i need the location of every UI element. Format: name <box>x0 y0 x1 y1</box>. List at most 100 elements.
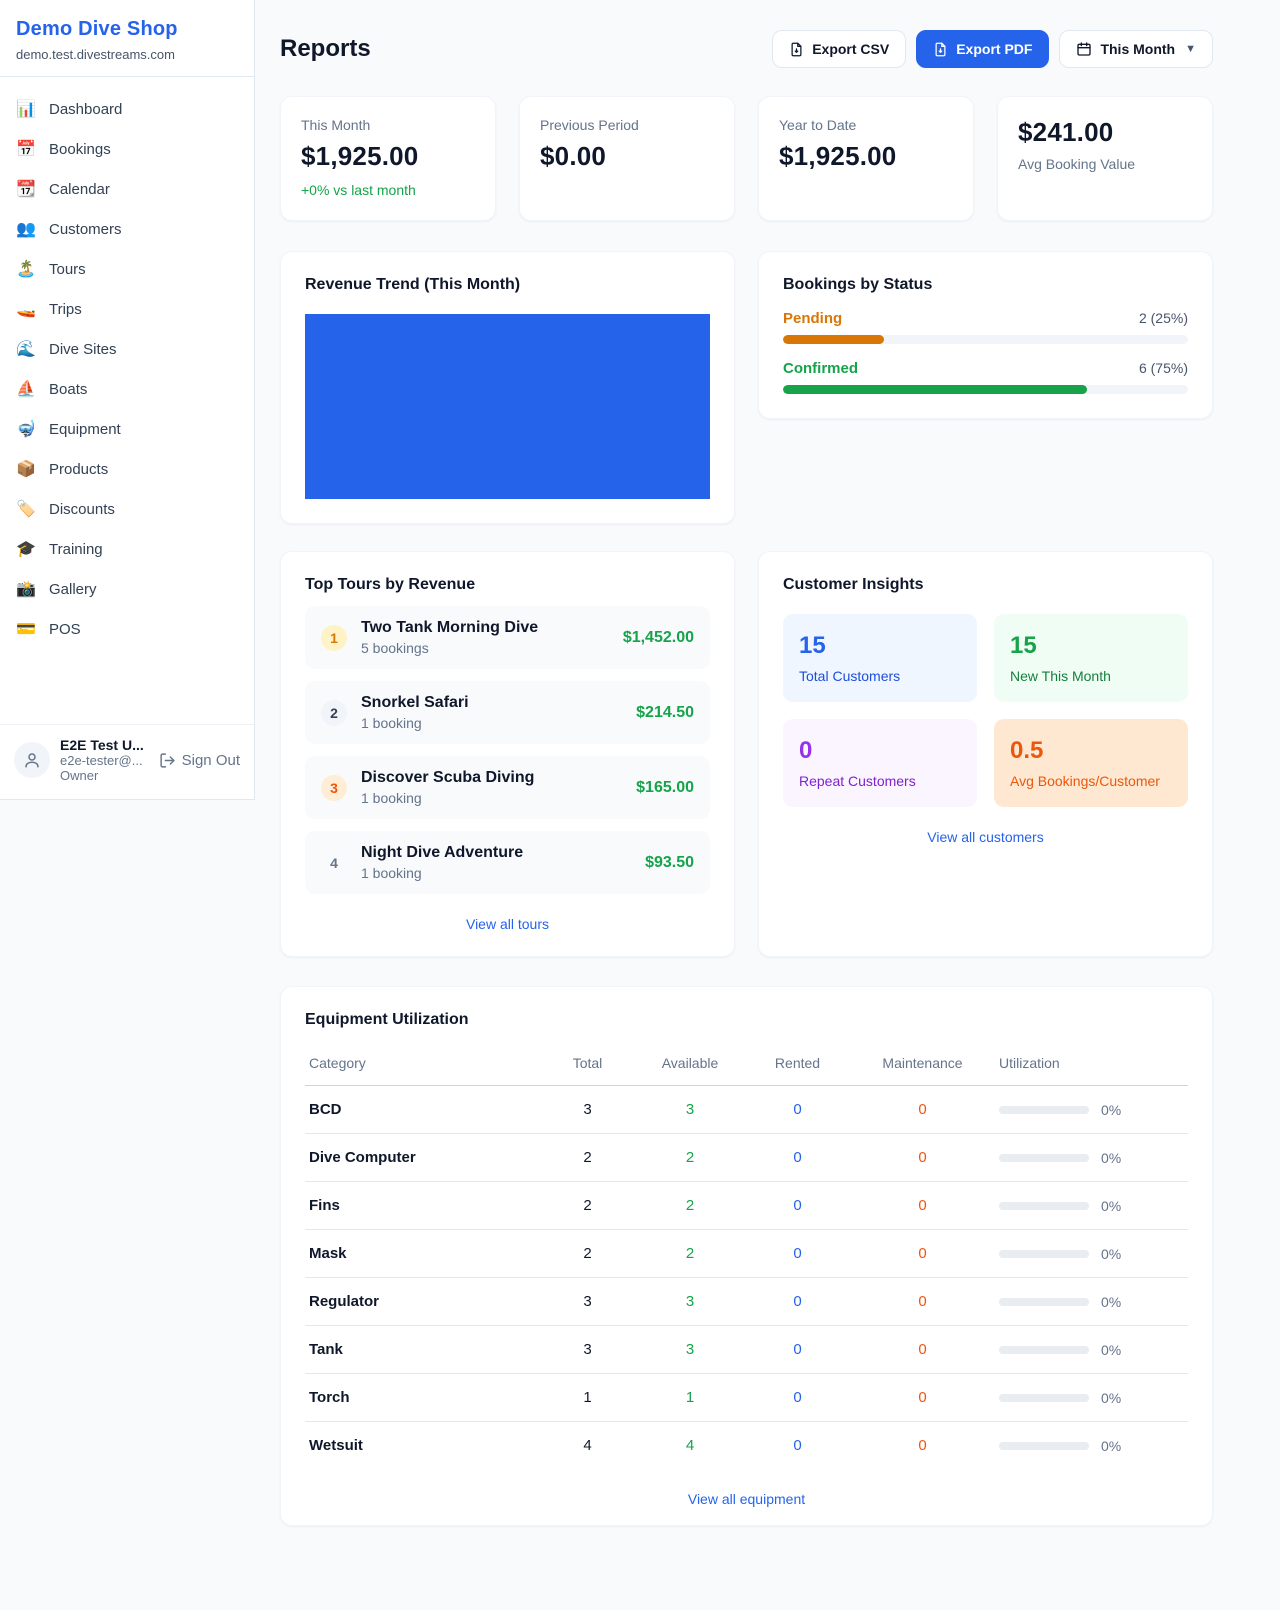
sidebar-item-calendar[interactable]: 📆 Calendar <box>0 169 254 209</box>
tile-total-customers: 15 Total Customers <box>783 614 977 702</box>
sidebar-item-boats[interactable]: ⛵ Boats <box>0 369 254 409</box>
view-all-customers-link[interactable]: View all customers <box>927 829 1044 845</box>
view-all-equipment-link[interactable]: View all equipment <box>687 1491 806 1507</box>
rank-badge: 4 <box>330 854 338 871</box>
sidebar-item-discounts[interactable]: 🏷️ Discounts <box>0 489 254 529</box>
period-dropdown[interactable]: This Month ▼ <box>1059 30 1213 68</box>
people-icon: 👥 <box>16 221 36 238</box>
sidebar-nav: 📊 Dashboard 📅 Bookings 📆 Calendar 👥 Cust… <box>0 77 254 724</box>
tear-calendar-icon: 📆 <box>16 181 36 198</box>
utilization-bar <box>999 1345 1089 1354</box>
shop-domain: demo.test.divestreams.com <box>16 47 175 62</box>
tour-revenue: $93.50 <box>645 853 694 871</box>
cell-category: Torch <box>305 1373 540 1422</box>
sidebar-item-dashboard[interactable]: 📊 Dashboard <box>0 89 254 129</box>
diving-mask-icon: 🤿 <box>16 421 36 438</box>
cell-total: 2 <box>540 1133 635 1182</box>
cell-category: Mask <box>305 1229 540 1278</box>
cell-category: BCD <box>305 1085 540 1134</box>
sailboat-icon: ⛵ <box>16 381 36 398</box>
sidebar-item-label: Dive Sites <box>49 340 117 358</box>
cell-utilization: 0% <box>1101 1437 1122 1454</box>
sidebar-item-customers[interactable]: 👥 Customers <box>0 209 254 249</box>
cell-total: 1 <box>540 1373 635 1422</box>
cell-category: Wetsuit <box>309 1437 363 1454</box>
sidebar-item-products[interactable]: 📦 Products <box>0 449 254 489</box>
cell-utilization: 0% <box>1101 1197 1122 1214</box>
cell-rented: 0 <box>745 1373 850 1422</box>
col-utilization: Utilization <box>995 1047 1188 1086</box>
sidebar-item-training[interactable]: 🎓 Training <box>0 529 254 569</box>
col-total: Total <box>540 1047 635 1086</box>
cell-category: Regulator <box>305 1277 540 1326</box>
sign-out-button[interactable]: Sign Out <box>159 752 240 769</box>
tour-bookings: 1 booking <box>361 715 422 731</box>
customer-insights-title: Customer Insights <box>783 576 924 593</box>
col-maintenance: Maintenance <box>850 1047 995 1086</box>
sidebar-item-label: Dashboard <box>49 100 123 118</box>
table-row: Regulator 3 3 0 0 0% <box>305 1277 1188 1326</box>
cell-maintenance: 0 <box>918 1437 927 1454</box>
status-label: Pending <box>783 310 843 327</box>
table-row: Dive Computer 2 2 0 0 0% <box>305 1133 1188 1182</box>
bookings-by-status-card: Bookings by Status Pending 2 (25%) Confi… <box>758 251 1213 419</box>
progress-track <box>783 335 1188 344</box>
charts-row: Revenue Trend (This Month) Bookings by S… <box>280 251 1213 524</box>
tag-icon: 🏷️ <box>16 501 36 518</box>
progress-fill-confirmed <box>783 385 1087 394</box>
page-title: Reports <box>280 35 371 62</box>
tour-row: 3 Discover Scuba Diving 1 booking $165.0… <box>305 756 710 819</box>
cell-utilization: 0% <box>1101 1341 1122 1358</box>
cell-total: 3 <box>540 1325 635 1374</box>
export-pdf-button[interactable]: Export PDF <box>916 30 1050 68</box>
status-label: Confirmed <box>783 360 858 377</box>
stat-label: This Month <box>301 117 371 133</box>
insight-tiles: 15 Total Customers 15 New This Month 0 R… <box>783 614 1188 807</box>
cell-available: 2 <box>635 1133 745 1182</box>
sidebar-item-label: Discounts <box>49 500 115 518</box>
table-row: Tank 3 3 0 0 0% <box>305 1325 1188 1374</box>
sidebar-item-trips[interactable]: 🚤 Trips <box>0 289 254 329</box>
stat-card-year-to-date: Year to Date $1,925.00 <box>758 96 974 221</box>
avatar <box>14 742 50 778</box>
stat-value: $1,925.00 <box>301 141 419 171</box>
tour-bookings: 5 bookings <box>361 640 429 656</box>
sidebar-user: E2E Test U... e2e-tester@... Owner Sign … <box>0 724 254 799</box>
tile-label: Total Customers <box>799 668 901 684</box>
stat-label: Avg Booking Value <box>1018 156 1136 172</box>
sidebar-item-tours[interactable]: 🏝️ Tours <box>0 249 254 289</box>
export-csv-label: Export CSV <box>812 41 890 57</box>
cell-category: Tank <box>305 1325 540 1374</box>
cell-rented: 0 <box>745 1133 850 1182</box>
tile-label: Avg Bookings/Customer <box>1010 773 1160 789</box>
cell-category: Dive Computer <box>305 1133 540 1182</box>
customer-insights-card: Customer Insights 15 Total Customers 15 … <box>758 551 1213 957</box>
stat-card-previous-period: Previous Period $0.00 <box>519 96 735 221</box>
export-csv-button[interactable]: Export CSV <box>772 30 907 68</box>
main-content: Reports Export CSV Export PDF <box>280 0 1213 1526</box>
view-all-tours-link[interactable]: View all tours <box>465 916 549 932</box>
sidebar-item-equipment[interactable]: 🤿 Equipment <box>0 409 254 449</box>
stat-label: Previous Period <box>540 117 639 133</box>
revenue-trend-title: Revenue Trend (This Month) <box>305 276 521 293</box>
sidebar-item-pos[interactable]: 💳 POS <box>0 609 254 649</box>
credit-card-icon: 💳 <box>16 621 36 638</box>
sidebar-item-label: Boats <box>49 380 88 398</box>
utilization-bar <box>999 1441 1089 1450</box>
tour-name: Two Tank Morning Dive <box>361 619 539 636</box>
sidebar-item-dive-sites[interactable]: 🌊 Dive Sites <box>0 329 254 369</box>
bar-chart-icon: 📊 <box>16 101 36 118</box>
tour-name: Night Dive Adventure <box>361 844 524 861</box>
table-row: BCD 3 3 0 0 0% <box>305 1085 1188 1134</box>
table-header-row: Category Total Available Rented Maintena… <box>305 1047 1188 1086</box>
cell-available: 2 <box>635 1181 745 1230</box>
sidebar-item-bookings[interactable]: 📅 Bookings <box>0 129 254 169</box>
equipment-utilization-card: Equipment Utilization Category Total Ava… <box>280 986 1213 1526</box>
col-available: Available <box>635 1047 745 1086</box>
calendar-icon <box>1077 42 1092 56</box>
tile-value: 15 <box>799 632 826 659</box>
user-email: e2e-tester@... <box>60 753 143 768</box>
user-info: E2E Test U... e2e-tester@... Owner <box>60 737 149 783</box>
sidebar-item-gallery[interactable]: 📸 Gallery <box>0 569 254 609</box>
rank-badge: 1 <box>321 624 347 651</box>
